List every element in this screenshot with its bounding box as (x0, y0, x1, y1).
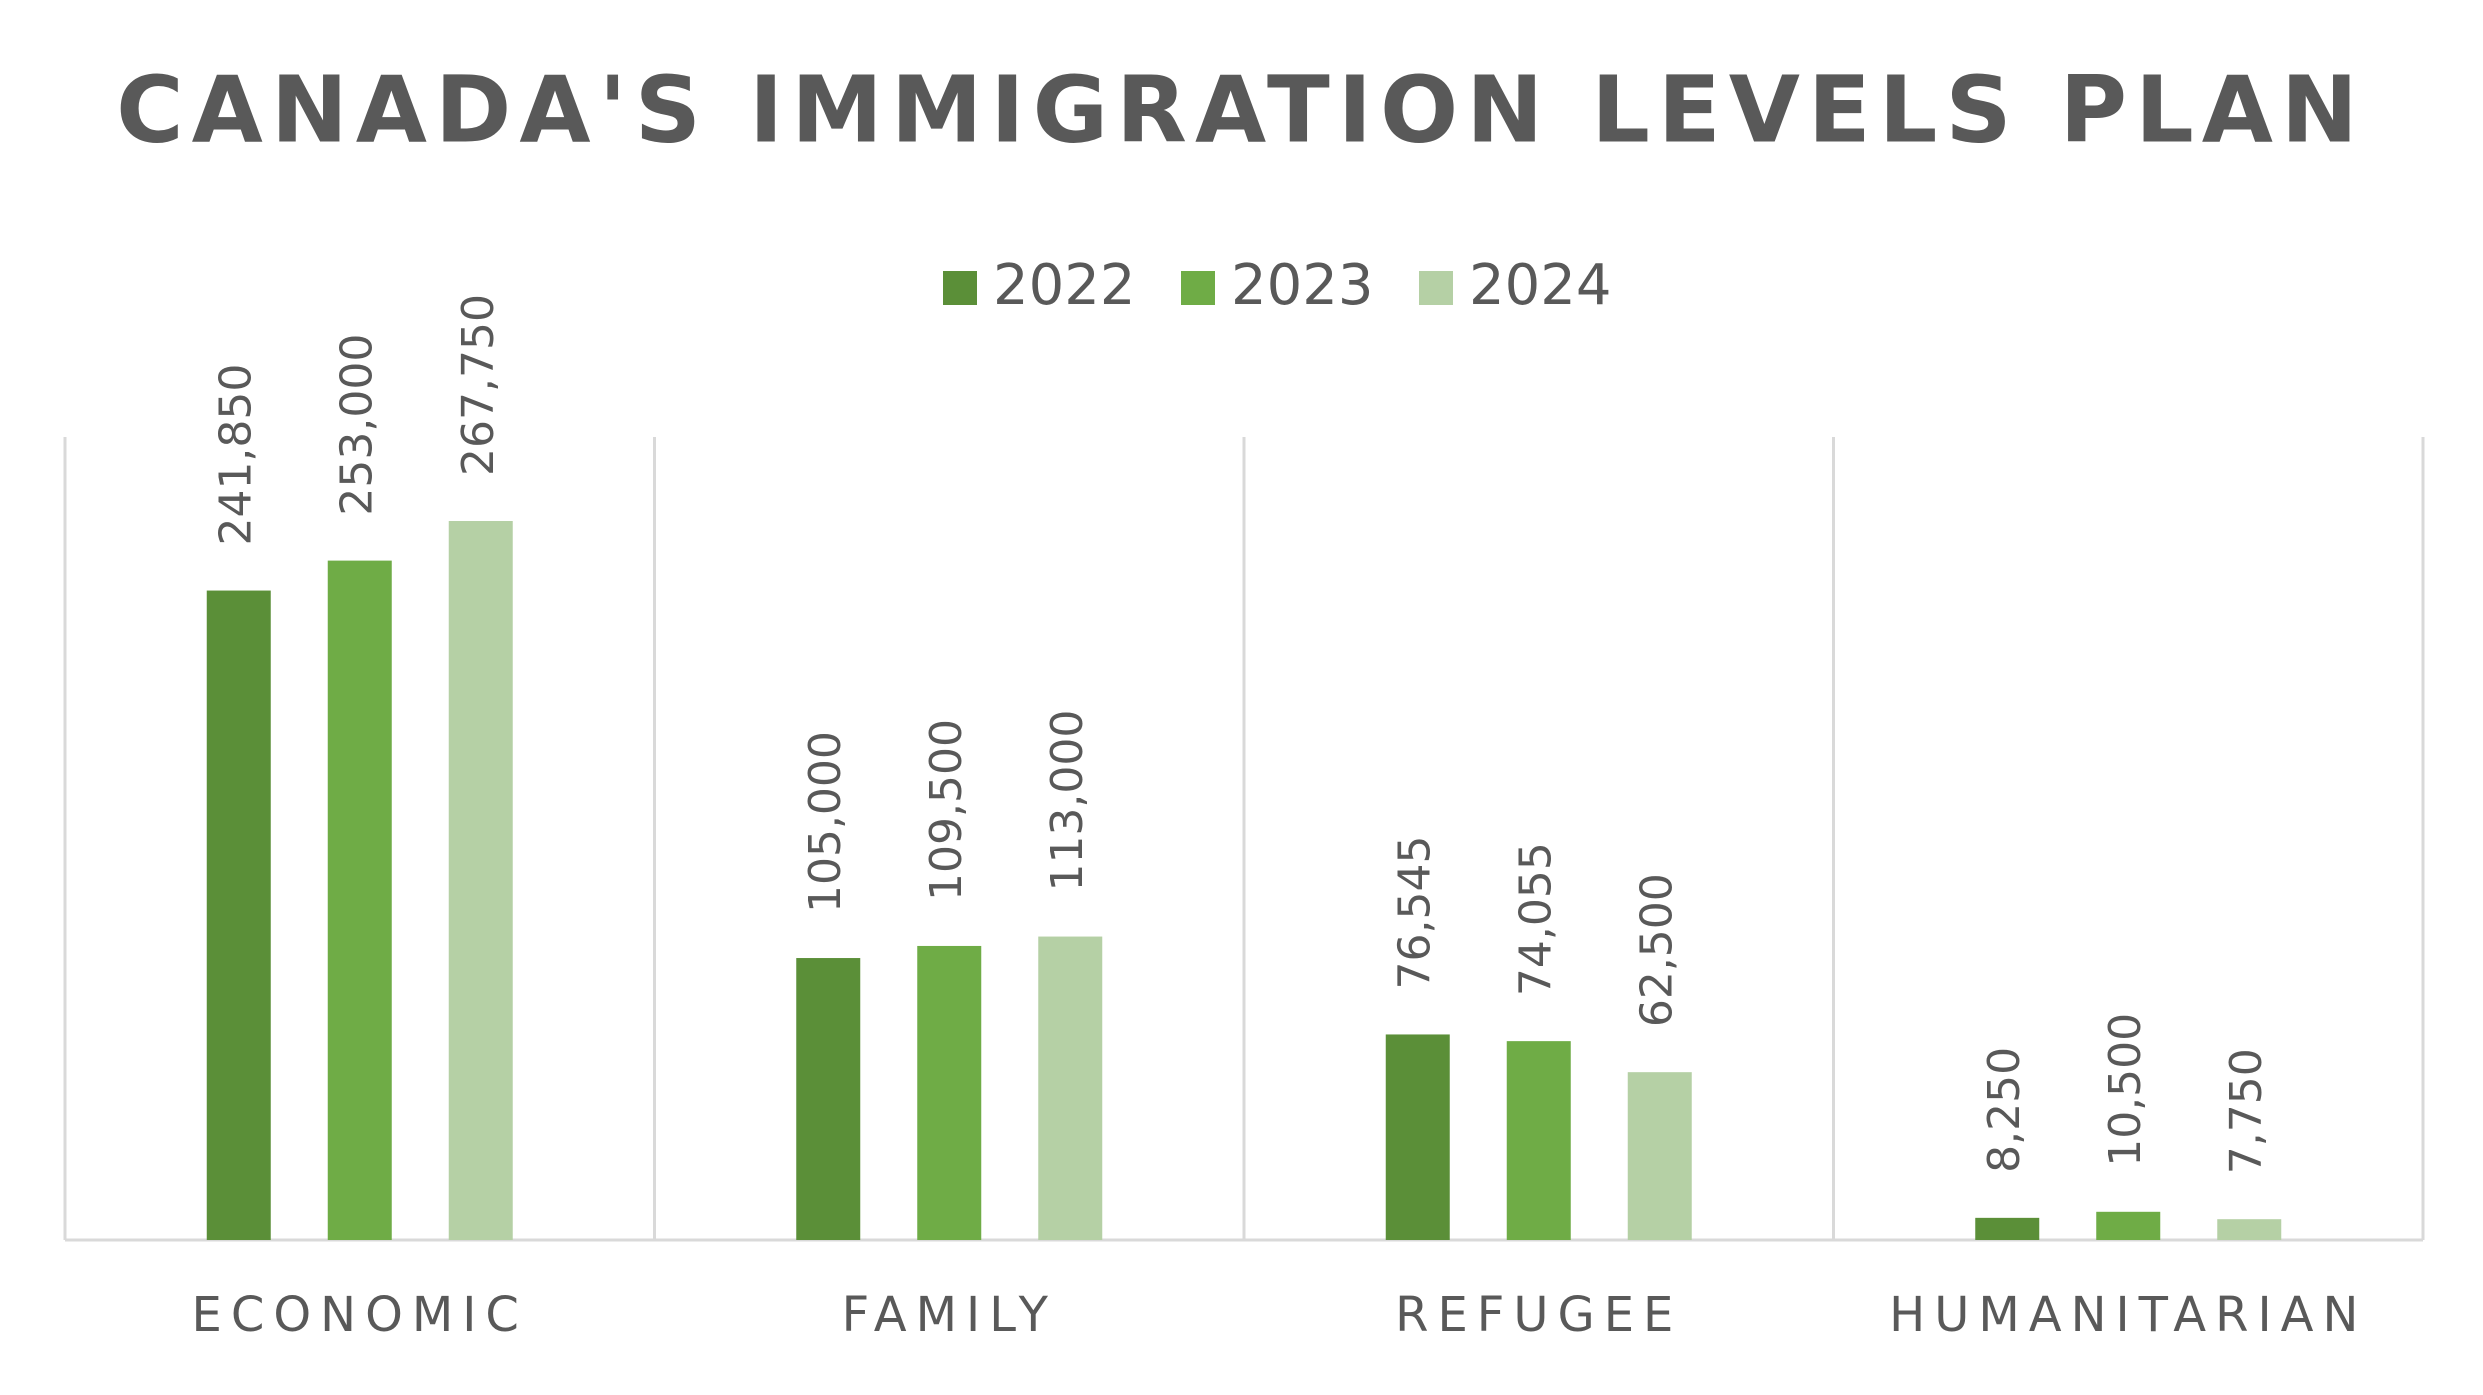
bar (1038, 936, 1103, 1240)
bar (1506, 1041, 1571, 1240)
category-label: HUMANITARIAN (1889, 1287, 2367, 1343)
legend-label: 2022 (993, 253, 1136, 318)
value-label: 74,055 (1511, 842, 1562, 996)
chart-title: CANADA'S IMMIGRATION LEVELS PLAN (116, 56, 2366, 163)
bar (796, 958, 861, 1240)
bar (1627, 1072, 1692, 1240)
legend-swatch (1419, 271, 1453, 305)
bar (327, 560, 392, 1240)
value-label: 10,500 (2100, 1013, 2151, 1167)
category-label: FAMILY (842, 1287, 1057, 1343)
bar (2096, 1211, 2161, 1240)
category-label: ECONOMIC (192, 1287, 528, 1343)
value-label: 76,545 (1390, 835, 1441, 989)
legend-label: 2023 (1231, 253, 1374, 318)
bar (1385, 1034, 1450, 1240)
value-label: 113,000 (1042, 710, 1093, 892)
value-label: 109,500 (921, 719, 972, 901)
bar (206, 590, 271, 1240)
legend-swatch (943, 271, 977, 305)
value-label: 105,000 (800, 731, 851, 913)
value-label: 7,750 (2221, 1048, 2272, 1174)
value-label: 241,850 (211, 364, 262, 546)
legend-swatch (1181, 271, 1215, 305)
value-label: 267,750 (453, 294, 504, 476)
value-label: 8,250 (1979, 1047, 2030, 1173)
legend-label: 2024 (1469, 253, 1612, 318)
bar (448, 521, 513, 1240)
bar (917, 945, 982, 1240)
bar (1975, 1217, 2040, 1240)
category-label: REFUGEE (1395, 1287, 1682, 1343)
value-label: 253,000 (332, 334, 383, 516)
bar (2217, 1219, 2282, 1240)
value-label: 62,500 (1632, 873, 1683, 1027)
